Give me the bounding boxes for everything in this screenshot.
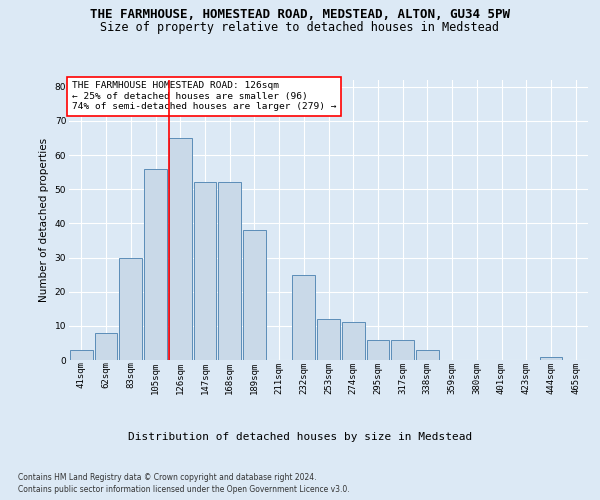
Bar (119, 258, 142, 360)
Bar (70, 350, 93, 360)
Bar (317, 319, 340, 360)
Bar (144, 169, 167, 360)
Bar (194, 182, 216, 360)
Bar (243, 230, 266, 360)
Text: Distribution of detached houses by size in Medstead: Distribution of detached houses by size … (128, 432, 472, 442)
Text: Size of property relative to detached houses in Medstead: Size of property relative to detached ho… (101, 22, 499, 35)
Bar (367, 340, 389, 360)
Text: Contains HM Land Registry data © Crown copyright and database right 2024.: Contains HM Land Registry data © Crown c… (18, 472, 317, 482)
Text: Contains public sector information licensed under the Open Government Licence v3: Contains public sector information licen… (18, 485, 350, 494)
Bar (342, 322, 365, 360)
Bar (169, 138, 191, 360)
Text: THE FARMHOUSE, HOMESTEAD ROAD, MEDSTEAD, ALTON, GU34 5PW: THE FARMHOUSE, HOMESTEAD ROAD, MEDSTEAD,… (90, 8, 510, 20)
Bar (292, 274, 315, 360)
Bar (416, 350, 439, 360)
Y-axis label: Number of detached properties: Number of detached properties (39, 138, 49, 302)
Bar (95, 332, 118, 360)
Text: THE FARMHOUSE HOMESTEAD ROAD: 126sqm
← 25% of detached houses are smaller (96)
7: THE FARMHOUSE HOMESTEAD ROAD: 126sqm ← 2… (71, 82, 336, 111)
Bar (391, 340, 414, 360)
Bar (218, 182, 241, 360)
Bar (539, 356, 562, 360)
